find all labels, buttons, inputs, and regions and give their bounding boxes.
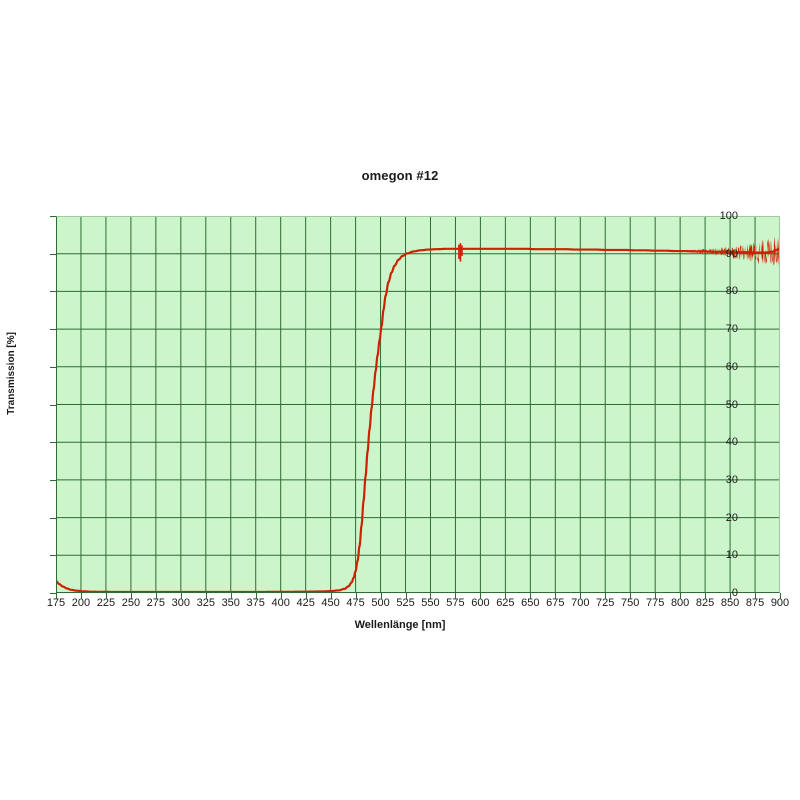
x-tick-mark	[655, 593, 657, 599]
x-tick-label: 275	[146, 597, 166, 609]
grid-lines	[56, 216, 780, 593]
x-tick-label: 725	[596, 597, 615, 609]
y-tick-label: 0	[731, 587, 738, 599]
y-tick-mark	[50, 216, 56, 217]
y-tick-mark	[50, 329, 56, 331]
x-tick-mark	[355, 593, 357, 599]
x-tick-mark	[205, 593, 207, 599]
x-tick-mark	[255, 593, 257, 599]
y-tick-mark	[50, 253, 56, 255]
x-tick-mark	[605, 593, 607, 599]
x-tick-mark	[380, 593, 382, 599]
y-tick-mark	[50, 517, 56, 519]
x-axis-title: Wellenlänge [nm]	[354, 619, 446, 631]
x-tick-label: 800	[670, 597, 690, 609]
y-tick-mark	[50, 479, 56, 481]
x-tick-label: 450	[321, 597, 340, 609]
x-tick-label: 900	[770, 597, 790, 609]
x-tick-mark	[405, 593, 407, 599]
x-tick-mark	[705, 593, 707, 599]
x-tick-label: 200	[71, 597, 91, 609]
transmission-curve	[56, 230, 780, 593]
x-tick-label: 325	[196, 597, 215, 609]
x-tick-mark	[455, 593, 457, 599]
x-tick-label: 350	[221, 597, 240, 609]
x-tick-label: 700	[571, 597, 590, 609]
x-tick-label: 425	[296, 597, 315, 609]
x-tick-label: 550	[421, 597, 440, 609]
x-tick-label: 675	[546, 597, 565, 609]
y-tick-label: 20	[725, 511, 738, 524]
y-axis-title: Transmission [%]	[6, 332, 17, 415]
y-tick-label: 40	[725, 436, 738, 449]
x-tick-mark	[430, 593, 432, 599]
y-tick-label: 100	[719, 210, 738, 222]
x-tick-mark	[56, 593, 57, 599]
x-tick-label: 500	[371, 597, 390, 609]
x-tick-label: 400	[271, 597, 290, 609]
chart-title: omegon #12	[361, 168, 439, 183]
x-tick-label: 650	[521, 597, 540, 609]
x-tick-mark	[730, 593, 732, 599]
x-tick-label: 475	[346, 597, 365, 609]
x-tick-label: 750	[621, 597, 640, 609]
x-tick-label: 300	[171, 597, 190, 609]
y-tick-label: 10	[725, 549, 738, 562]
y-tick-mark	[50, 555, 56, 557]
x-tick-label: 175	[46, 597, 66, 609]
x-tick-label: 625	[496, 597, 515, 609]
plot-wrapper	[56, 216, 780, 593]
x-tick-label: 375	[246, 597, 265, 609]
y-tick-label: 30	[725, 473, 738, 486]
x-tick-label: 225	[96, 597, 116, 609]
x-tick-label: 825	[695, 597, 715, 609]
x-tick-label: 525	[396, 597, 415, 609]
x-tick-mark	[305, 593, 307, 599]
x-tick-mark	[180, 593, 182, 599]
x-tick-mark	[130, 593, 132, 599]
x-tick-mark	[80, 593, 82, 599]
x-tick-label: 875	[745, 597, 765, 609]
x-tick-label: 775	[645, 597, 665, 609]
y-tick-label: 60	[725, 360, 738, 373]
y-tick-mark	[50, 366, 56, 368]
x-tick-mark	[155, 593, 157, 599]
x-tick-mark	[680, 593, 682, 599]
x-tick-mark	[230, 593, 232, 599]
x-tick-mark	[530, 593, 532, 599]
y-tick-mark	[50, 291, 56, 293]
x-tick-label: 600	[471, 597, 490, 609]
x-tick-mark	[780, 593, 781, 599]
y-tick-label: 70	[725, 323, 738, 336]
y-tick-mark	[50, 593, 56, 594]
y-tick-label: 90	[725, 247, 738, 260]
x-tick-mark	[480, 593, 482, 599]
y-tick-mark	[50, 442, 56, 444]
x-tick-label: 575	[446, 597, 465, 609]
x-tick-mark	[280, 593, 282, 599]
x-tick-mark	[505, 593, 507, 599]
x-tick-mark	[105, 593, 107, 599]
y-tick-label: 50	[725, 398, 738, 411]
x-tick-mark	[555, 593, 557, 599]
x-tick-mark	[330, 593, 332, 599]
x-tick-mark	[755, 593, 757, 599]
x-tick-label: 850	[720, 597, 740, 609]
x-tick-mark	[630, 593, 632, 599]
y-tick-label: 80	[725, 285, 738, 298]
x-tick-label: 250	[121, 597, 141, 609]
x-tick-mark	[580, 593, 582, 599]
y-tick-mark	[50, 404, 56, 406]
